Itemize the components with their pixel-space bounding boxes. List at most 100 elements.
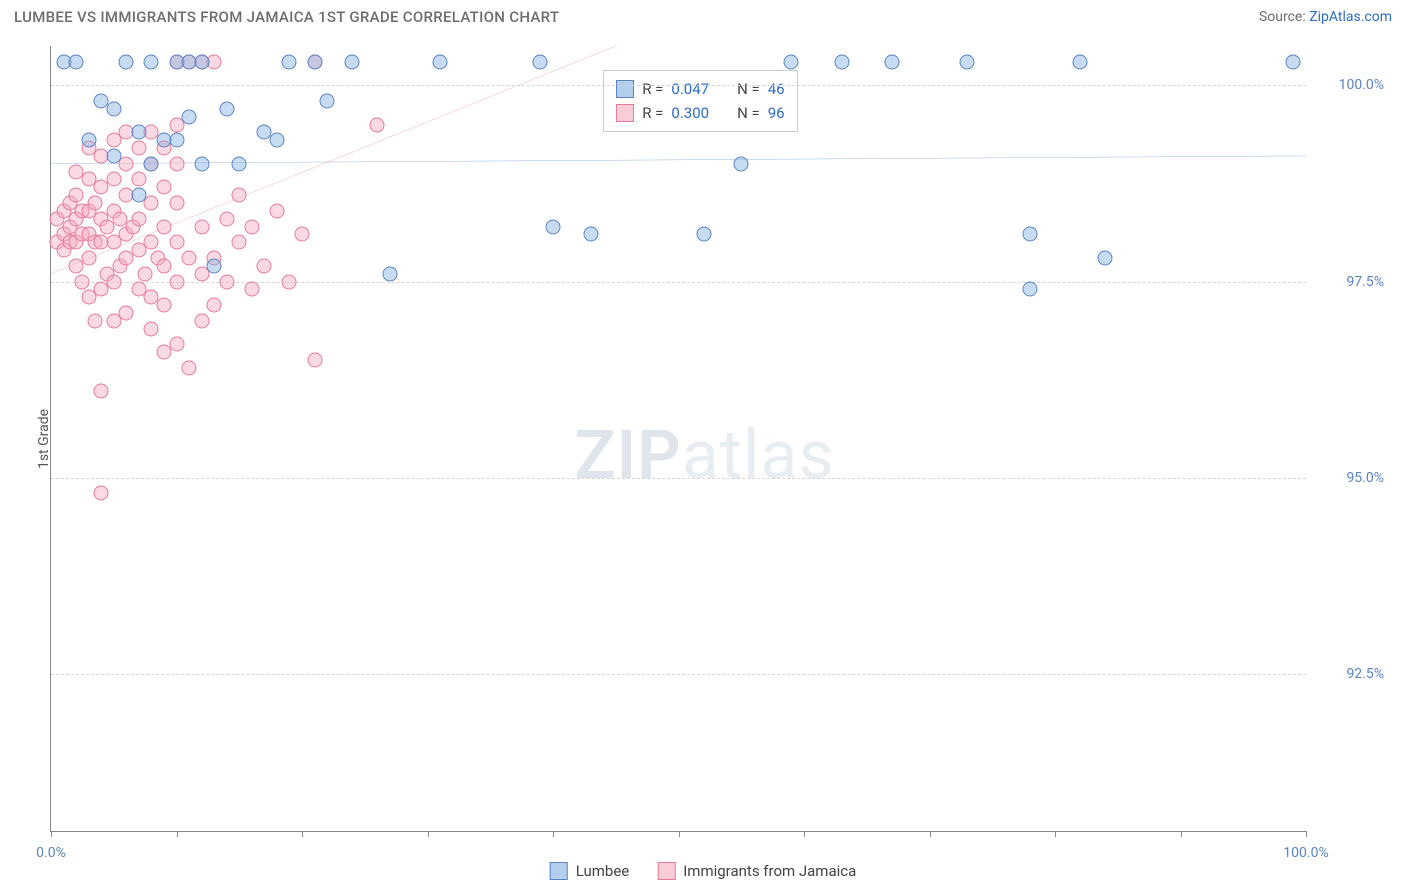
data-point bbox=[1073, 54, 1088, 69]
data-point bbox=[169, 156, 184, 171]
data-point bbox=[583, 227, 598, 242]
source-prefix: Source: bbox=[1259, 9, 1309, 25]
bottom-legend-item: Lumbee bbox=[550, 862, 630, 880]
data-point bbox=[106, 101, 121, 116]
data-point bbox=[257, 258, 272, 273]
watermark-light: atlas bbox=[682, 415, 835, 495]
data-point bbox=[144, 156, 159, 171]
x-tick bbox=[1306, 831, 1307, 837]
data-point bbox=[169, 337, 184, 352]
gridline bbox=[51, 282, 1306, 283]
x-tick bbox=[428, 831, 429, 837]
data-point bbox=[194, 156, 209, 171]
data-point bbox=[106, 274, 121, 289]
source-link[interactable]: ZipAtlas.com bbox=[1309, 9, 1392, 25]
data-point bbox=[119, 54, 134, 69]
data-point bbox=[182, 250, 197, 265]
legend-swatch bbox=[657, 862, 675, 880]
bottom-legend-label: Immigrants from Jamaica bbox=[683, 862, 856, 880]
data-point bbox=[960, 54, 975, 69]
data-point bbox=[144, 235, 159, 250]
series-legend: Lumbee Immigrants from Jamaica bbox=[550, 862, 857, 880]
data-point bbox=[94, 384, 109, 399]
data-point bbox=[282, 54, 297, 69]
data-point bbox=[834, 54, 849, 69]
data-point bbox=[119, 156, 134, 171]
data-point bbox=[244, 282, 259, 297]
data-point bbox=[87, 196, 102, 211]
data-point bbox=[320, 93, 335, 108]
data-point bbox=[696, 227, 711, 242]
legend-n-value: 46 bbox=[768, 80, 785, 98]
data-point bbox=[232, 156, 247, 171]
x-tick bbox=[51, 831, 52, 837]
data-point bbox=[169, 133, 184, 148]
data-point bbox=[131, 172, 146, 187]
x-tick bbox=[930, 831, 931, 837]
watermark-bold: ZIP bbox=[574, 415, 681, 495]
y-tick-label: 100.0% bbox=[1314, 77, 1384, 93]
legend-r-value: 0.047 bbox=[671, 80, 709, 98]
x-tick bbox=[553, 831, 554, 837]
watermark: ZIPatlas bbox=[574, 415, 834, 495]
data-point bbox=[1022, 227, 1037, 242]
data-point bbox=[207, 258, 222, 273]
legend-swatch bbox=[616, 80, 634, 98]
data-point bbox=[219, 274, 234, 289]
data-point bbox=[345, 54, 360, 69]
legend-n-label: N = bbox=[737, 104, 760, 122]
data-point bbox=[156, 258, 171, 273]
data-point bbox=[307, 353, 322, 368]
bottom-legend-item: Immigrants from Jamaica bbox=[657, 862, 856, 880]
data-point bbox=[546, 219, 561, 234]
data-point bbox=[382, 266, 397, 281]
data-point bbox=[232, 235, 247, 250]
data-point bbox=[433, 54, 448, 69]
x-tick-label: 0.0% bbox=[36, 845, 66, 861]
legend-r-label: R = bbox=[642, 80, 663, 98]
data-point bbox=[81, 133, 96, 148]
data-point bbox=[194, 54, 209, 69]
data-point bbox=[295, 227, 310, 242]
data-point bbox=[131, 141, 146, 156]
data-point bbox=[182, 109, 197, 124]
legend-swatch bbox=[550, 862, 568, 880]
data-point bbox=[131, 125, 146, 140]
data-point bbox=[144, 321, 159, 336]
legend-n-value: 96 bbox=[768, 104, 785, 122]
data-point bbox=[106, 172, 121, 187]
data-point bbox=[106, 148, 121, 163]
data-point bbox=[169, 274, 184, 289]
chart-area: 1st Grade ZIPatlas R = 0.047N = 46R = 0.… bbox=[50, 46, 1306, 832]
x-tick bbox=[804, 831, 805, 837]
data-point bbox=[784, 54, 799, 69]
data-point bbox=[81, 250, 96, 265]
data-point bbox=[269, 133, 284, 148]
x-tick bbox=[1181, 831, 1182, 837]
data-point bbox=[232, 188, 247, 203]
data-point bbox=[533, 54, 548, 69]
x-tick-label: 100.0% bbox=[1283, 845, 1328, 861]
data-point bbox=[282, 274, 297, 289]
data-point bbox=[69, 54, 84, 69]
plot-area: ZIPatlas R = 0.047N = 46R = 0.300N = 96 … bbox=[50, 46, 1306, 832]
gridline bbox=[51, 674, 1306, 675]
data-point bbox=[156, 298, 171, 313]
data-point bbox=[138, 266, 153, 281]
data-point bbox=[219, 101, 234, 116]
y-tick-label: 92.5% bbox=[1314, 666, 1384, 682]
data-point bbox=[144, 196, 159, 211]
legend-row: R = 0.047 N = 46 bbox=[616, 77, 784, 101]
x-tick bbox=[302, 831, 303, 837]
data-point bbox=[370, 117, 385, 132]
data-point bbox=[219, 211, 234, 226]
legend-swatch bbox=[616, 104, 634, 122]
data-point bbox=[169, 196, 184, 211]
data-point bbox=[269, 203, 284, 218]
data-point bbox=[156, 219, 171, 234]
legend-n-label: N = bbox=[737, 80, 760, 98]
data-point bbox=[131, 188, 146, 203]
data-point bbox=[884, 54, 899, 69]
y-tick-label: 97.5% bbox=[1314, 274, 1384, 290]
trend-line bbox=[51, 46, 616, 274]
